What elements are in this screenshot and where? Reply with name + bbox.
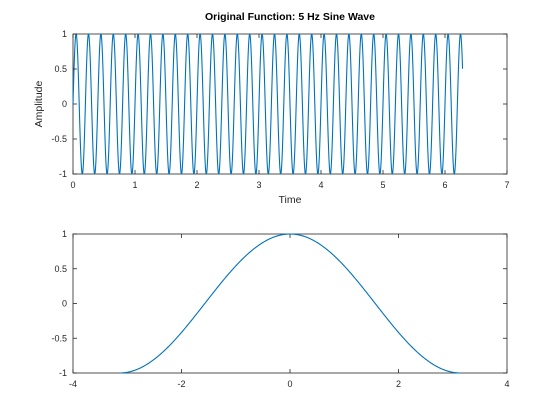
x-tick-label: 4 [504, 379, 509, 389]
y-tick-label: 1 [62, 29, 67, 39]
chart-title: Original Function: 5 Hz Sine Wave [205, 11, 375, 23]
y-tick-label: 0.5 [54, 264, 67, 274]
y-axis-ticks: 1 0.5 0 -0.5 -1 [51, 229, 507, 378]
y-tick-label: 0 [62, 299, 67, 309]
x-tick-label: -4 [69, 379, 77, 389]
x-axis-ticks: 0 1 2 3 4 5 6 7 [70, 34, 510, 190]
x-tick-label: 0 [287, 379, 292, 389]
y-tick-label: -1 [59, 368, 67, 378]
x-tick-label: 0 [70, 180, 75, 190]
y-tick-label: 0.5 [54, 64, 67, 74]
x-tick-label: 3 [256, 180, 261, 190]
y-tick-label: -1 [59, 169, 67, 179]
plot-area-frame [72, 233, 508, 374]
x-tick-label: 2 [396, 379, 401, 389]
y-tick-label: 0 [62, 99, 67, 109]
x-tick-label: 4 [318, 180, 323, 190]
x-tick-label: 7 [504, 180, 509, 190]
x-tick-label: -2 [177, 379, 185, 389]
x-tick-label: 2 [194, 180, 199, 190]
y-tick-label: 1 [62, 229, 67, 239]
y-tick-label: -0.5 [51, 333, 67, 343]
x-tick-label: 6 [442, 180, 447, 190]
cosine-plot: -4 -2 0 2 4 1 0.5 0 -0.5 -1 [51, 229, 509, 389]
x-tick-label: 5 [380, 180, 385, 190]
y-axis-label: Amplitude [33, 81, 45, 128]
x-axis-label: Time [279, 194, 302, 206]
cosine-series-line [119, 233, 461, 374]
x-axis-ticks: -4 -2 0 2 4 [69, 234, 510, 389]
y-axis-ticks: 1 0.5 0 -0.5 -1 [51, 29, 507, 179]
y-tick-label: -0.5 [51, 134, 67, 144]
sine-series-line [72, 33, 464, 175]
sine-wave-plot: Original Function: 5 Hz Sine Wave 0 1 2 3 4 5… [33, 11, 510, 206]
x-tick-label: 1 [132, 180, 137, 190]
